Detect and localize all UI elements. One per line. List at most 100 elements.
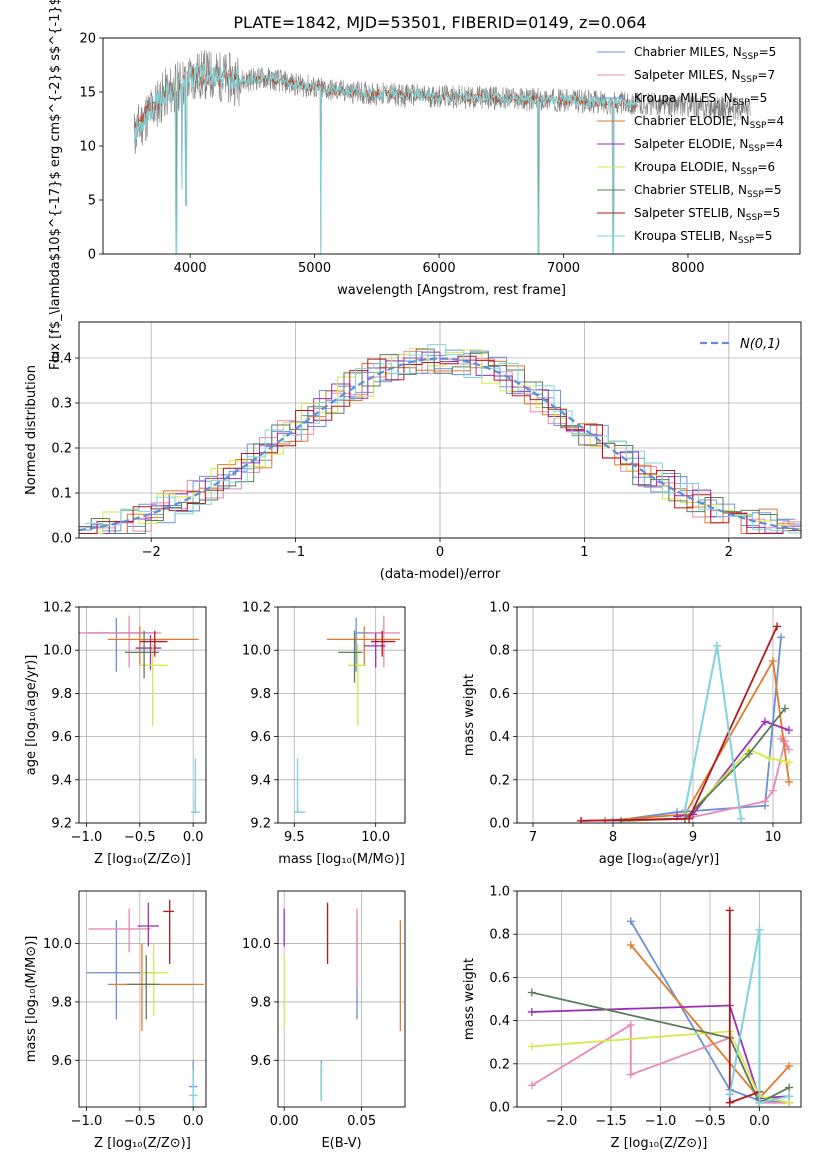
weight-point-marker <box>785 1061 794 1070</box>
weight-vs-z-frame <box>516 890 802 1108</box>
x-tick-label: 1 <box>580 545 588 560</box>
age-vs-mass-xlabel: mass [log₁₀(M/M⊙)] <box>278 852 405 867</box>
y-tick-label: 9.8 <box>51 687 72 702</box>
x-tick-label: −1.0 <box>645 1114 677 1129</box>
weight-point-marker <box>761 717 769 726</box>
weight-series-line <box>728 929 790 1104</box>
x-tick-label: 0 <box>436 545 444 560</box>
y-tick-label: 20 <box>79 32 96 47</box>
mass-vs-ebv-frame <box>277 890 406 1108</box>
weight-point-marker <box>761 797 769 806</box>
x-tick-label: 5000 <box>298 261 331 276</box>
mass-vs-z-points <box>86 899 204 1107</box>
mass-vs-ebv-points <box>283 902 402 1102</box>
y-tick-label: 9.6 <box>51 1054 72 1069</box>
histogram-series <box>84 344 801 534</box>
y-tick-label: 0.4 <box>51 352 72 367</box>
weight-vs-z-lines <box>527 906 794 1107</box>
residuals-xlabel: (data-model)/error <box>380 567 501 582</box>
residual-legend: N(0,1) <box>700 337 781 352</box>
y-tick-label: 10.0 <box>43 644 72 659</box>
weight-point-marker <box>527 1081 536 1090</box>
y-tick-label: 0.6 <box>489 971 510 986</box>
spectrum-model-line <box>133 64 639 254</box>
spectrum-lines <box>133 50 751 254</box>
y-tick-label: 0.8 <box>489 928 510 943</box>
x-tick-label: 0.0 <box>183 830 204 845</box>
x-tick-label: −2.0 <box>546 1114 578 1129</box>
legend-entry: Kroupa ELODIE, NSSP=6 <box>634 160 775 177</box>
weight-point-marker <box>785 745 793 754</box>
x-tick-label: 9.5 <box>284 830 305 845</box>
x-tick-label: 0.00 <box>270 1114 299 1129</box>
x-tick-label: 10 <box>765 830 782 845</box>
weight-point-marker <box>777 633 785 642</box>
x-tick-label: 0.05 <box>347 1114 376 1129</box>
x-tick-label: −1.0 <box>71 1114 103 1129</box>
weight-series-line <box>604 658 790 822</box>
y-tick-label: 9.6 <box>51 730 72 745</box>
x-tick-label: 2 <box>725 545 733 560</box>
histogram-series <box>79 355 801 534</box>
x-tick-label: −1.0 <box>71 830 103 845</box>
spectrum-xlabel: wavelength [Angstrom, rest frame] <box>337 283 566 298</box>
age-vs-mass-points <box>294 615 401 813</box>
residuals-ylabel: Normed distribution <box>24 365 39 495</box>
spectrum-data-line <box>133 50 751 254</box>
weight-point-marker <box>626 1070 635 1079</box>
x-tick-label: −2 <box>142 545 161 560</box>
weight-point-marker <box>769 657 777 665</box>
x-tick-label: 6000 <box>423 261 456 276</box>
age-vs-z-xlabel: Z [log₁₀(Z/Z⊙)] <box>94 852 191 867</box>
spectrum-legend: Chabrier MILES, NSSP=5 Salpeter MILES, NS… <box>597 45 784 246</box>
y-tick-label: 5 <box>88 194 96 209</box>
weight-vs-age-lines <box>577 622 793 823</box>
age-vs-z-frame <box>78 606 207 824</box>
y-tick-label: 0.2 <box>489 773 510 788</box>
mass-vs-z-frame <box>78 890 207 1108</box>
weight-point-marker <box>626 1020 635 1029</box>
mass-vs-z-ylabel: mass [log₁₀(M/M⊙)] <box>24 936 39 1063</box>
weight-point-marker <box>577 816 585 823</box>
weight-point-marker <box>785 1092 794 1101</box>
weight-vs-z-axes: −2.0 −1.5 −1.0 −0.5 0.0 0.0 0.2 0.4 0.6 0.8 1.0 <box>489 885 801 1129</box>
weight-point-marker <box>785 777 793 786</box>
x-tick-label: −0.5 <box>124 830 156 845</box>
y-tick-label: 0.4 <box>489 1014 510 1029</box>
legend-entry: Salpeter STELIB, NSSP=5 <box>634 206 780 223</box>
histogram-series <box>79 348 796 534</box>
weight-point-marker <box>725 1090 734 1099</box>
weight-point-marker <box>685 814 693 823</box>
x-tick-label: −1.5 <box>595 1114 627 1129</box>
y-tick-label: 0 <box>88 248 96 263</box>
mass-vs-z-axes: −1.0 −0.5 0.0 9.6 9.8 10.0 <box>43 891 206 1129</box>
x-tick-label: 0.0 <box>749 1114 770 1129</box>
spectrum-axes: 4000 5000 6000 7000 8000 0 5 10 15 20 <box>79 32 704 277</box>
y-tick-label: 9.6 <box>250 730 271 745</box>
y-tick-label: 10 <box>79 140 96 155</box>
y-tick-label: 0.2 <box>489 1057 510 1072</box>
y-tick-label: 15 <box>79 86 96 101</box>
y-tick-label: 10.0 <box>242 644 271 659</box>
residual-histograms <box>79 344 801 534</box>
weight-point-marker <box>781 704 789 713</box>
x-tick-label: 8 <box>609 830 617 845</box>
legend-entry: Chabrier ELODIE, NSSP=4 <box>634 114 784 131</box>
weight-series-line <box>531 1023 790 1104</box>
y-tick-label: 9.8 <box>250 687 271 702</box>
weight-point-marker <box>785 726 793 735</box>
mass-vs-ebv-xlabel: E(B-V) <box>321 1136 361 1151</box>
weight-series-line <box>620 707 786 822</box>
weight-point-marker <box>527 1042 536 1051</box>
x-tick-label: −1 <box>286 545 305 560</box>
x-tick-label: −0.5 <box>694 1114 726 1129</box>
weight-point-marker <box>755 1098 764 1107</box>
weight-point-marker <box>745 749 753 758</box>
y-tick-label: 9.8 <box>250 995 271 1010</box>
weight-vs-age-frame <box>516 606 802 824</box>
age-vs-mass-frame <box>277 606 406 824</box>
x-tick-label: 8000 <box>671 261 704 276</box>
y-tick-label: 0.4 <box>489 730 510 745</box>
spectrum-ylabel: Flux [f$_\lambda$10$^{-17}$ erg cm$^{-2}… <box>48 0 63 370</box>
